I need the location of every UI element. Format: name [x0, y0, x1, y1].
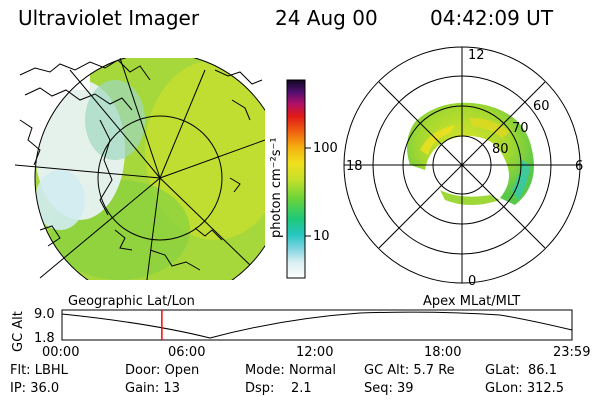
timeline-x-label-1800: 18:00 — [424, 345, 461, 360]
mlat-mlt-panel: 12 18 6 0 60 70 80 — [343, 46, 583, 289]
timeline-x-label-0600: 06:00 — [168, 345, 205, 360]
ip-readout: IP: 36.0 — [10, 381, 60, 396]
polar-grid — [343, 46, 581, 284]
door-readout: Door: Open — [125, 363, 200, 378]
mode-readout: Mode: Normal — [245, 363, 336, 378]
gain-readout: Gain: 13 — [125, 381, 180, 396]
timeline-y-label-max: 9.0 — [34, 307, 55, 322]
mlt-label-0: 0 — [468, 274, 476, 289]
filter-value: LBHL — [34, 363, 68, 378]
instrument-title: Ultraviolet Imager — [18, 6, 200, 30]
dsp-readout: Dsp: 2.1 — [245, 381, 312, 396]
mlt-label-12: 12 — [468, 48, 485, 63]
glon-value: 312.5 — [526, 381, 565, 396]
gc-alt-readout: GC Alt: 5.7 Re — [364, 363, 455, 378]
geographic-image-panel — [15, 58, 265, 280]
gc-alt-value: 5.7 Re — [413, 363, 455, 378]
colorbar-tick-100: 100 — [313, 141, 338, 156]
timeline-x-label-0000: 00:00 — [42, 345, 79, 360]
mlt-label-18: 18 — [346, 159, 363, 174]
observation-date: 24 Aug 00 — [275, 6, 378, 30]
auroral-oval — [406, 102, 534, 205]
dsp-value: 2.1 — [290, 381, 312, 396]
glon-readout: GLon: 312.5 — [485, 381, 565, 396]
mode-value: Normal — [288, 363, 336, 378]
filter-readout: Flt: LBHL — [10, 363, 68, 378]
right-panel-caption: Apex MLat/MLT — [423, 294, 520, 309]
mlat-label-60: 60 — [533, 99, 550, 114]
geographic-grid — [15, 58, 265, 280]
seq-readout: Seq: 39 — [364, 381, 414, 396]
timeline-x-label-1200: 12:00 — [296, 345, 333, 360]
timeline-x-label-2359: 23:59 — [553, 345, 590, 360]
mlt-label-6: 6 — [575, 159, 583, 174]
colorbar: 100 10 photon cm⁻²s⁻¹ — [269, 79, 338, 279]
glat-value: 86.1 — [528, 363, 557, 378]
colorbar-label: photon cm⁻²s⁻¹ — [269, 137, 284, 238]
gain-value: 13 — [163, 381, 180, 396]
ip-value: 36.0 — [30, 381, 60, 396]
timeline-axis-title: GC Alt — [11, 311, 26, 352]
glat-readout: GLat: 86.1 — [485, 363, 557, 378]
coastlines — [19, 59, 263, 271]
altitude-timeline: GC Alt 9.0 1.8 00:00 06:00 12:00 18:00 2… — [11, 307, 590, 360]
colorbar-tick-10: 10 — [313, 229, 330, 244]
left-panel-caption: Geographic Lat/Lon — [68, 294, 195, 309]
mlat-label-80: 80 — [492, 142, 509, 157]
observation-time: 04:42:09 UT — [430, 6, 554, 30]
seq-value: 39 — [397, 381, 414, 396]
timeline-y-label-min: 1.8 — [34, 331, 55, 346]
mlat-label-70: 70 — [512, 121, 529, 136]
door-value: Open — [164, 363, 200, 378]
